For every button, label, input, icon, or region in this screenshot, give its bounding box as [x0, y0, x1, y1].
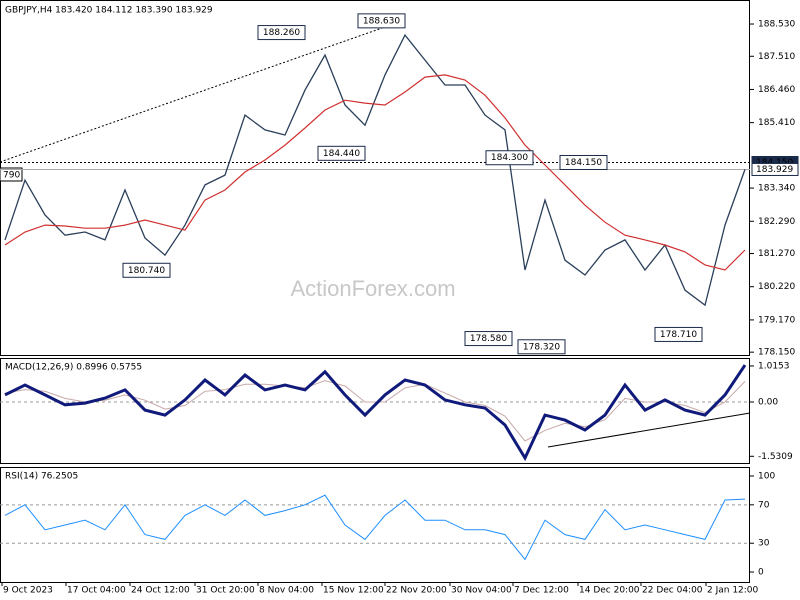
y-tick-label: 178.150 — [758, 348, 795, 358]
annotation-box — [464, 331, 513, 347]
annotation: 178.580 — [470, 334, 507, 344]
annotation: 180.740 — [128, 266, 165, 276]
annotation-box — [317, 145, 366, 161]
y-tick-label: 183.340 — [758, 184, 795, 194]
annotation: 184.150 — [565, 158, 602, 168]
x-tick-label: 9 Oct 2023 — [3, 586, 53, 596]
x-tick-label: 30 Nov 04:00 — [451, 586, 512, 596]
edge-label: 790 — [3, 171, 20, 181]
x-tick-label: 17 Oct 04:00 — [67, 586, 126, 596]
annotation: 188.630 — [363, 16, 400, 26]
x-tick-label: 31 Oct 20:00 — [196, 586, 255, 596]
x-tick-label: 24 Oct 12:00 — [131, 586, 190, 596]
series-line — [4, 33, 746, 307]
y-tick-label: 180.220 — [758, 282, 795, 292]
annotation-box — [517, 339, 566, 355]
annotation: 178.320 — [523, 342, 560, 352]
panel-title: RSI(14) 76.2505 — [5, 472, 78, 482]
y-tick-label: 0 — [758, 568, 764, 578]
panel-title: MACD(12,26,9) 0.8996 0.5755 — [5, 363, 142, 373]
series-line — [4, 380, 746, 442]
annotation-box — [257, 25, 306, 41]
x-tick-label: 8 Nov 04:00 — [259, 586, 314, 596]
annotation-box — [654, 326, 703, 342]
x-tick-label: 22 Nov 20:00 — [386, 586, 447, 596]
y-tick-label: 0.00 — [758, 397, 778, 407]
series-line — [4, 364, 747, 462]
x-tick-label: 7 Dec 12:00 — [514, 586, 569, 596]
trend-line — [0, 19, 406, 163]
y-tick-label: 186.460 — [758, 85, 795, 95]
annotation: 184.440 — [323, 149, 360, 159]
watermark: ActionForex.com — [290, 276, 455, 301]
price-label: 183.929 — [756, 165, 793, 175]
annotation-box — [357, 13, 406, 29]
macd-trend-line — [547, 412, 751, 448]
x-tick-label: 14 Dec 20:00 — [579, 586, 640, 596]
y-tick-label: 30 — [758, 539, 770, 549]
y-tick-label: 182.290 — [758, 217, 795, 227]
macd-panel — [0, 358, 750, 464]
y-tick-label: 100 — [758, 472, 775, 482]
y-tick-label: 188.530 — [758, 20, 795, 30]
x-tick-label: 15 Nov 12:00 — [323, 586, 384, 596]
y-tick-label: 70 — [758, 500, 770, 510]
y-tick-label: 1.0153 — [758, 361, 790, 371]
x-tick-label: 22 Dec 04:00 — [642, 586, 703, 596]
series-line — [4, 494, 746, 561]
annotation-box — [485, 150, 534, 166]
annotation: 184.300 — [491, 153, 528, 163]
annotation-box — [122, 262, 171, 278]
y-tick-label: 181.270 — [758, 249, 795, 259]
annotation-box — [559, 154, 608, 170]
y-tick-label: 179.170 — [758, 315, 795, 325]
series-line — [4, 74, 746, 271]
price-label-box — [751, 162, 799, 176]
header: GBPJPY,H4 183.420 184.112 183.390 183.92… — [5, 6, 213, 16]
annotation: 178.710 — [660, 330, 697, 340]
x-tick-label: 2 Jan 12:00 — [707, 586, 759, 596]
y-tick-label: 185.410 — [758, 118, 795, 128]
y-tick-label: 187.510 — [758, 52, 795, 62]
y-tick-label: -1.5309 — [758, 452, 793, 462]
edge-label-box — [0, 167, 23, 182]
rsi-panel — [0, 467, 750, 583]
annotation: 188.260 — [263, 28, 300, 38]
